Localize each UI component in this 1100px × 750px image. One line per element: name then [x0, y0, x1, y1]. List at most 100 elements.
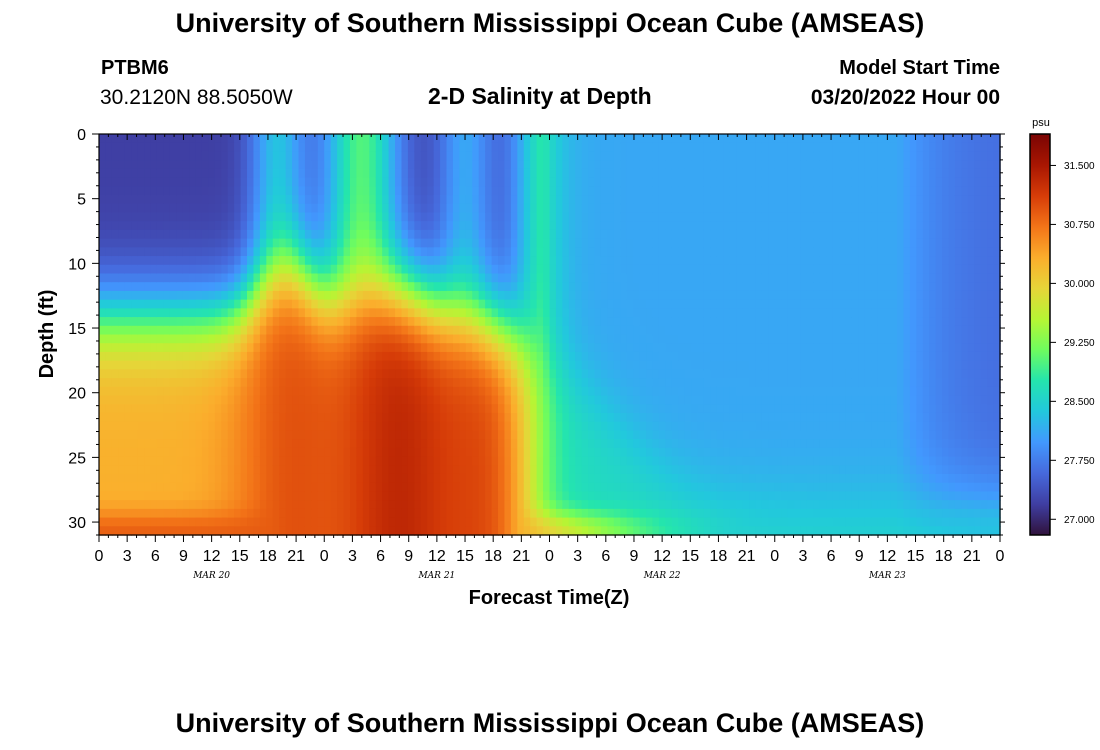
heatmap-cell — [568, 282, 576, 292]
heatmap-cell — [311, 378, 319, 388]
heatmap-cell — [607, 168, 615, 179]
heatmap-cell — [343, 404, 351, 414]
heatmap-cell — [781, 369, 789, 379]
heatmap-cell — [613, 247, 621, 257]
heatmap-cell — [465, 177, 473, 188]
heatmap-cell — [420, 308, 428, 318]
heatmap-cell — [774, 351, 782, 362]
heatmap-cell — [639, 168, 647, 179]
heatmap-cell — [678, 299, 686, 310]
heatmap-cell — [646, 378, 654, 388]
heatmap-cell — [375, 186, 383, 196]
heatmap-cell — [208, 247, 216, 257]
heatmap-cell — [201, 351, 210, 362]
heatmap-cell — [337, 221, 345, 231]
heatmap-cell — [530, 369, 538, 379]
heatmap-cell — [304, 351, 313, 362]
heatmap-cell — [472, 317, 480, 327]
heatmap-cell — [99, 334, 107, 344]
heatmap-cell — [774, 508, 782, 519]
heatmap-cell — [633, 526, 641, 536]
heatmap-cell — [646, 526, 654, 536]
heatmap-cell — [279, 473, 287, 484]
heatmap-cell — [163, 221, 171, 231]
heatmap-cell — [536, 221, 544, 231]
heatmap-cell — [144, 203, 152, 214]
heatmap-cell — [710, 430, 718, 440]
heatmap-cell — [182, 186, 190, 196]
heatmap-cell — [382, 151, 390, 161]
heatmap-cell — [111, 404, 120, 414]
heatmap-cell — [99, 378, 107, 388]
heatmap-cell — [530, 317, 538, 327]
heatmap-cell — [118, 351, 126, 362]
heatmap-cell — [620, 404, 628, 414]
heatmap-cell — [678, 221, 686, 231]
heatmap-cell — [169, 517, 177, 527]
heatmap-cell — [227, 264, 235, 275]
heatmap-cell — [156, 203, 165, 214]
heatmap-cell — [517, 325, 525, 336]
heatmap-cell — [182, 203, 190, 214]
heatmap-cell — [234, 334, 242, 344]
heatmap-cell — [646, 412, 654, 423]
heatmap-cell — [285, 160, 293, 170]
heatmap-cell — [137, 456, 145, 466]
heatmap-cell — [639, 134, 647, 144]
heatmap-cell — [665, 360, 673, 371]
heatmap-cell — [311, 360, 319, 371]
heatmap-cell — [201, 508, 210, 519]
heatmap-cell — [498, 177, 506, 188]
heatmap-cell — [227, 282, 235, 292]
heatmap-cell — [697, 308, 705, 318]
heatmap-cell — [504, 508, 512, 519]
heatmap-cell — [150, 404, 158, 414]
heatmap-cell — [536, 508, 544, 519]
heatmap-cell — [594, 439, 602, 449]
heatmap-cell — [774, 308, 782, 318]
heatmap-cell — [208, 177, 216, 188]
heatmap-cell — [227, 203, 235, 214]
heatmap-cell — [491, 282, 499, 292]
heatmap-cell — [555, 134, 564, 144]
heatmap-cell — [781, 482, 789, 493]
heatmap-cell — [742, 404, 750, 414]
station-coordinates: 30.2120N 88.5050W — [100, 86, 293, 109]
heatmap-cell — [613, 308, 621, 318]
heatmap-cell — [684, 369, 692, 379]
heatmap-cell — [182, 439, 190, 449]
heatmap-cell — [330, 325, 338, 336]
heatmap-cell — [549, 473, 557, 484]
heatmap-cell — [729, 395, 737, 405]
heatmap-cell — [317, 456, 325, 466]
heatmap-cell — [768, 273, 776, 283]
heatmap-cell — [691, 238, 699, 249]
heatmap-cell — [716, 465, 724, 475]
heatmap-cell — [498, 290, 506, 301]
heatmap-cell — [639, 247, 647, 257]
heatmap-cell — [575, 508, 583, 519]
heatmap-cell — [234, 500, 242, 510]
heatmap-cell — [646, 334, 654, 344]
heatmap-cell — [349, 238, 358, 249]
heatmap-cell — [716, 526, 724, 536]
heatmap-cell — [124, 404, 132, 414]
heatmap-cell — [536, 256, 544, 266]
heatmap-cell — [247, 317, 255, 327]
heatmap-cell — [761, 290, 770, 301]
heatmap-cell — [201, 395, 210, 405]
heatmap-cell — [562, 290, 570, 301]
heatmap-cell — [504, 447, 512, 458]
heatmap-cell — [652, 508, 660, 519]
heatmap-cell — [330, 334, 338, 344]
heatmap-cell — [259, 517, 268, 527]
heatmap-cell — [543, 299, 551, 310]
heatmap-cell — [678, 500, 686, 510]
heatmap-cell — [510, 491, 519, 501]
heatmap-cell — [530, 203, 538, 214]
heatmap-cell — [407, 186, 416, 196]
heatmap-cell — [362, 325, 370, 336]
heatmap-cell — [588, 447, 596, 458]
heatmap-cell — [742, 439, 750, 449]
heatmap-cell — [562, 325, 570, 336]
